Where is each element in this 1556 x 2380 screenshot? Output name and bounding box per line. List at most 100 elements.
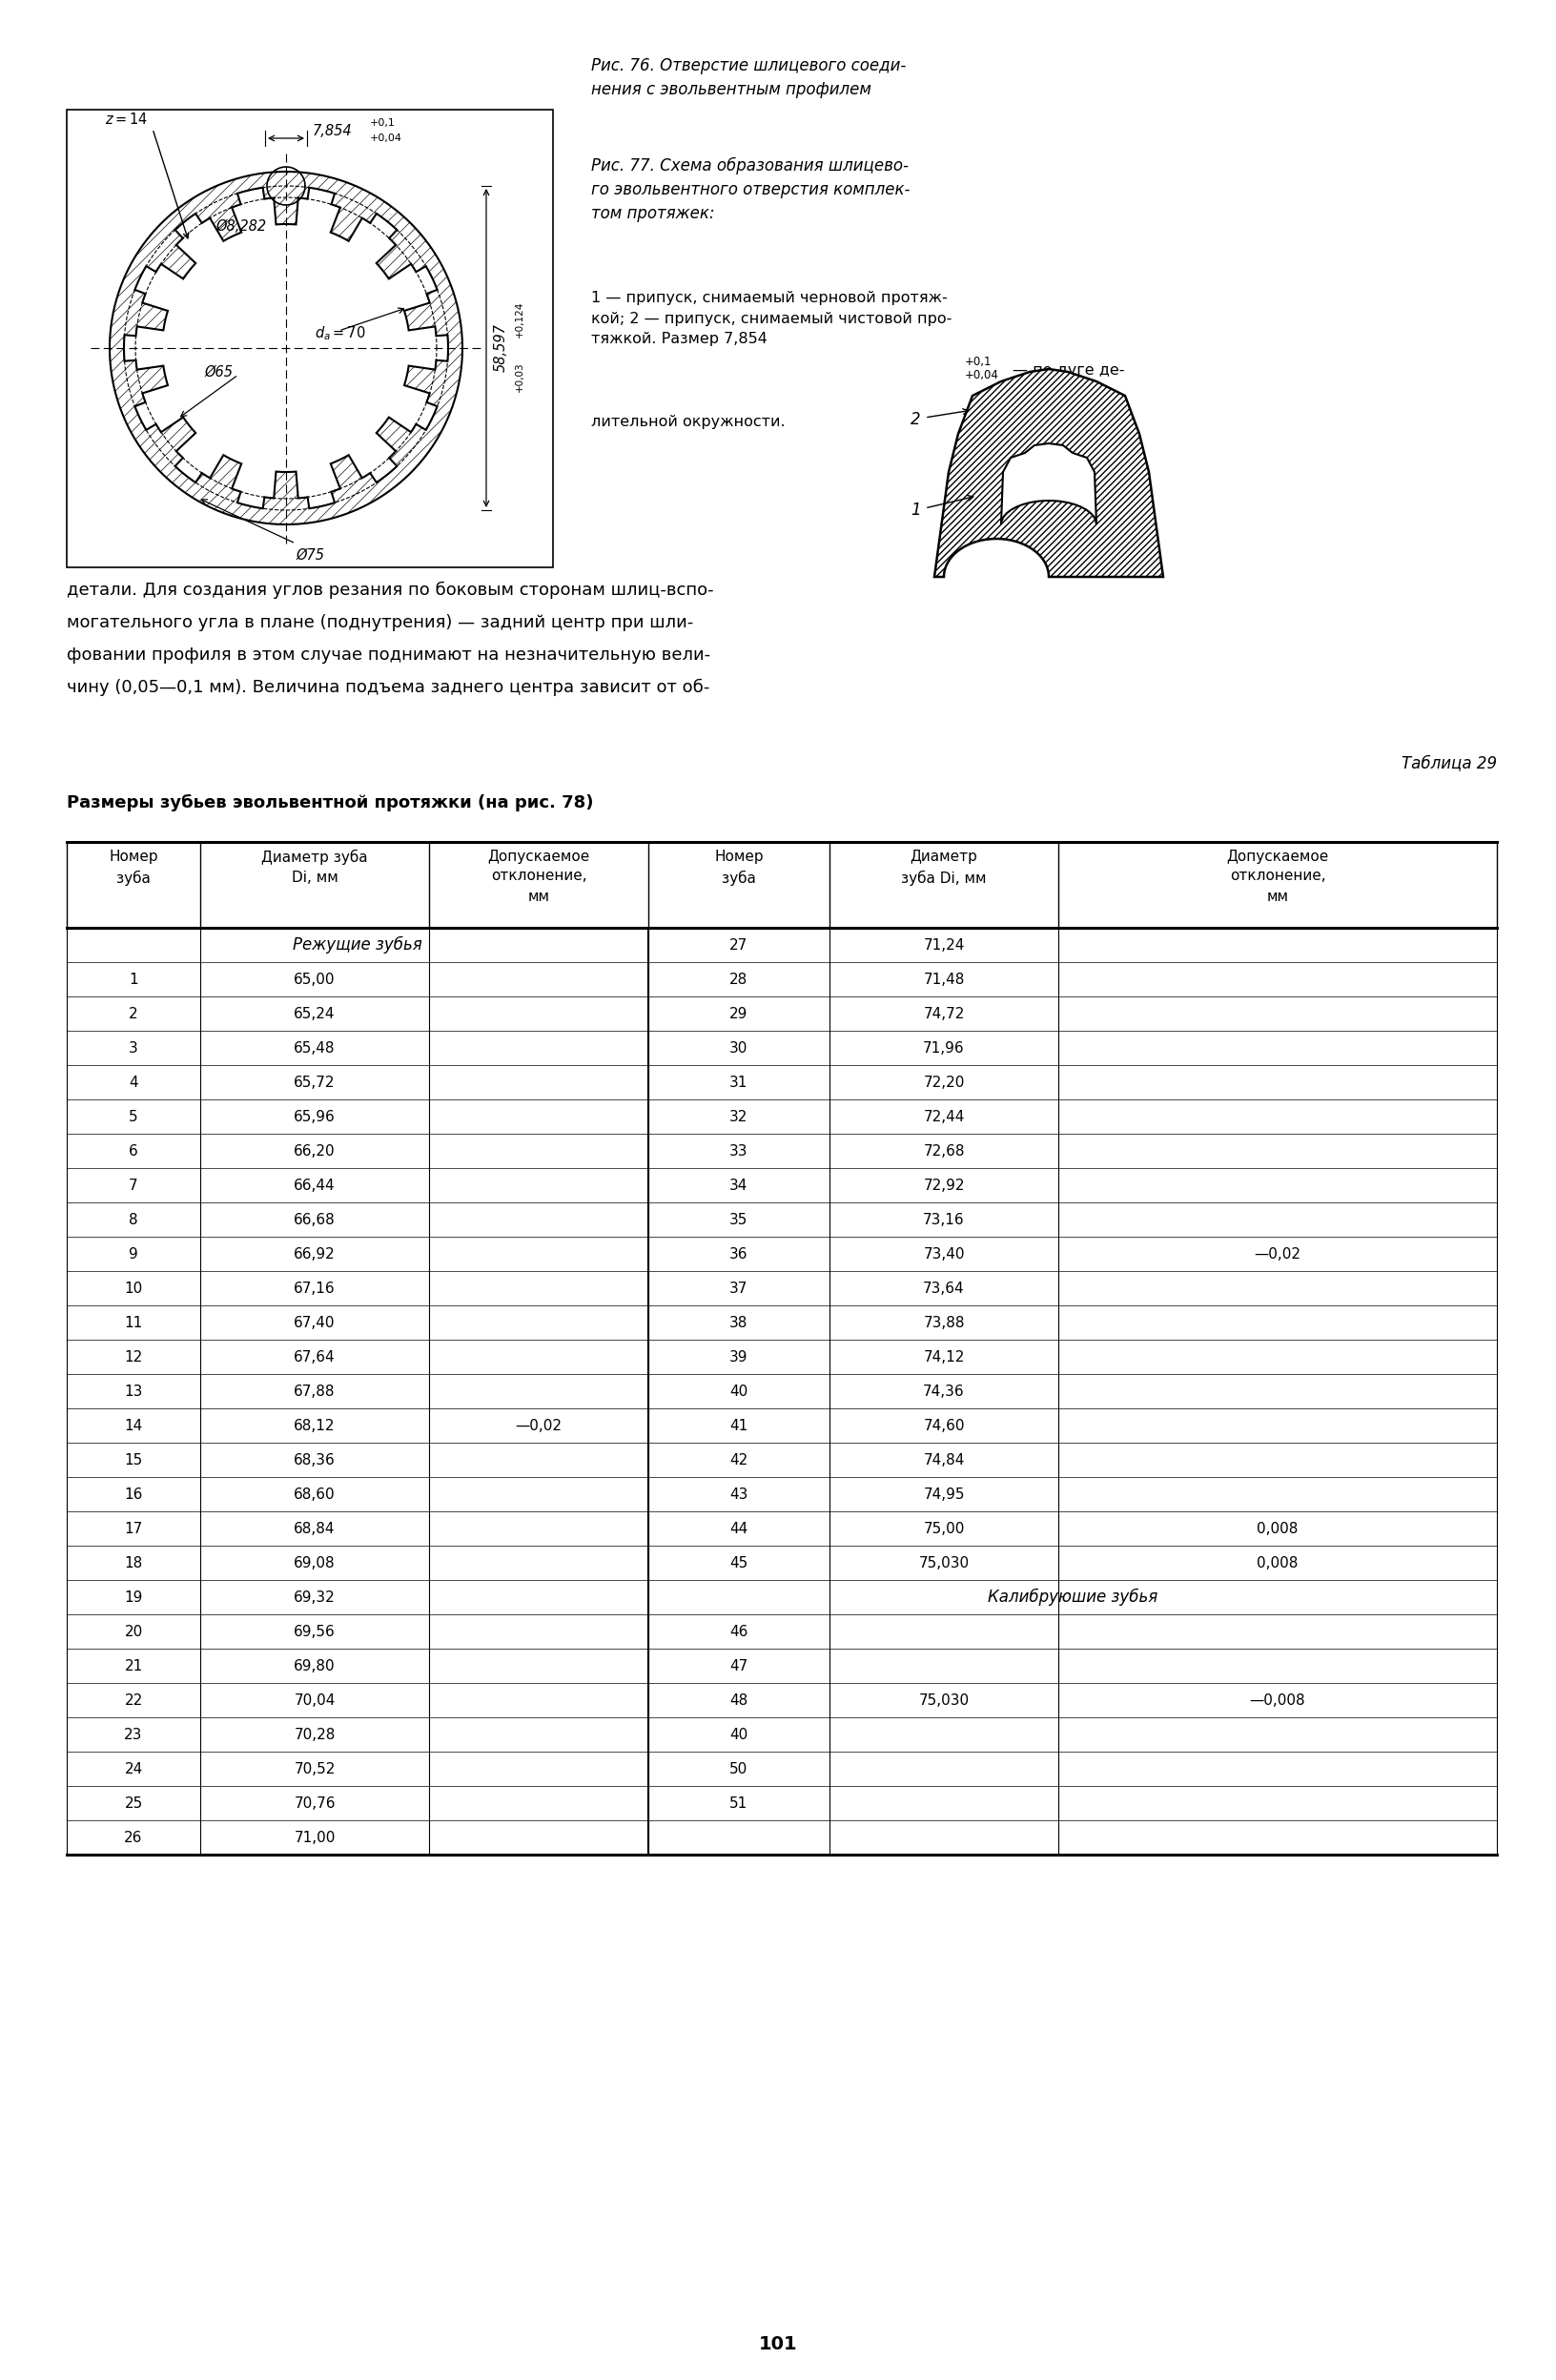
Text: могательного угла в плане (поднутрения) — задний центр при шли-: могательного угла в плане (поднутрения) … (67, 614, 694, 631)
Text: Калибруюшие зубья: Калибруюшие зубья (988, 1587, 1158, 1607)
Text: 75,030: 75,030 (918, 1692, 969, 1706)
Text: Ø75: Ø75 (296, 547, 324, 562)
Text: 65,96: 65,96 (294, 1109, 336, 1123)
Text: 38: 38 (730, 1316, 748, 1330)
Text: +0,1: +0,1 (370, 119, 395, 129)
Text: детали. Для создания углов резания по боковым сторонам шлиц-вспо-: детали. Для создания углов резания по бо… (67, 581, 714, 600)
Text: 74,72: 74,72 (923, 1007, 965, 1021)
Text: 66,92: 66,92 (294, 1247, 336, 1261)
Text: 70,04: 70,04 (294, 1692, 335, 1706)
Text: 68,60: 68,60 (294, 1488, 336, 1502)
Text: 9: 9 (129, 1247, 138, 1261)
Polygon shape (934, 369, 1164, 576)
Text: +0,03: +0,03 (515, 362, 524, 393)
Text: Диаметр зуба: Диаметр зуба (261, 850, 367, 864)
Text: 67,16: 67,16 (294, 1280, 336, 1295)
Text: 11: 11 (124, 1316, 143, 1330)
Text: 66,68: 66,68 (294, 1211, 336, 1226)
Text: 47: 47 (730, 1659, 748, 1673)
Text: 17: 17 (124, 1521, 143, 1535)
Bar (67, 109, 552, 566)
Text: 32: 32 (730, 1109, 748, 1123)
Text: 13: 13 (124, 1385, 143, 1399)
Text: 20: 20 (124, 1623, 143, 1640)
Text: Ø65: Ø65 (205, 364, 233, 378)
Text: 48: 48 (730, 1692, 748, 1706)
Text: +0,1: +0,1 (965, 355, 993, 367)
Text: 5: 5 (129, 1109, 138, 1123)
Text: 21: 21 (124, 1659, 143, 1673)
Text: 73,88: 73,88 (923, 1316, 965, 1330)
Text: 66,20: 66,20 (294, 1145, 336, 1159)
Text: 68,84: 68,84 (294, 1521, 336, 1535)
Text: 19: 19 (124, 1590, 143, 1604)
Text: —0,008: —0,008 (1249, 1692, 1305, 1706)
Text: 0,008: 0,008 (1257, 1557, 1298, 1571)
Text: 35: 35 (730, 1211, 748, 1226)
Text: Рис. 76. Отверстие шлицевого соеди-
нения с эвольвентным профилем: Рис. 76. Отверстие шлицевого соеди- нени… (591, 57, 906, 98)
Text: 44: 44 (730, 1521, 748, 1535)
Text: 70,76: 70,76 (294, 1797, 336, 1811)
Text: 72,44: 72,44 (923, 1109, 965, 1123)
Text: 66,44: 66,44 (294, 1178, 336, 1192)
Text: 40: 40 (730, 1385, 748, 1399)
Text: 74,60: 74,60 (923, 1418, 965, 1433)
Text: 67,64: 67,64 (294, 1349, 336, 1364)
Text: 7: 7 (129, 1178, 138, 1192)
Text: 65,72: 65,72 (294, 1076, 336, 1090)
Text: 41: 41 (730, 1418, 748, 1433)
Text: 3: 3 (129, 1040, 138, 1054)
Text: чину (0,05—0,1 мм). Величина подъема заднего центра зависит от об-: чину (0,05—0,1 мм). Величина подъема зад… (67, 678, 710, 697)
Text: 71,24: 71,24 (923, 938, 965, 952)
Text: 73,64: 73,64 (923, 1280, 965, 1295)
Text: 31: 31 (730, 1076, 748, 1090)
Text: 26: 26 (124, 1830, 143, 1845)
Text: отклонение,: отклонение, (1229, 869, 1326, 883)
Text: зуба Di, мм: зуба Di, мм (901, 871, 987, 885)
Text: 1: 1 (910, 502, 921, 519)
Text: 72,20: 72,20 (923, 1076, 965, 1090)
Text: 74,95: 74,95 (923, 1488, 965, 1502)
Text: +0,04: +0,04 (965, 369, 999, 381)
Text: 69,80: 69,80 (294, 1659, 336, 1673)
Text: Ø8,282: Ø8,282 (216, 219, 268, 233)
Text: 1 — припуск, снимаемый черновой протяж-
кой; 2 — припуск, снимаемый чистовой про: 1 — припуск, снимаемый черновой протяж- … (591, 290, 952, 347)
Text: 37: 37 (730, 1280, 748, 1295)
Text: 101: 101 (759, 2335, 797, 2354)
Text: 27: 27 (730, 938, 748, 952)
Text: 14: 14 (124, 1418, 143, 1433)
Text: 75,030: 75,030 (918, 1557, 969, 1571)
Text: 6: 6 (129, 1145, 138, 1159)
Text: 28: 28 (730, 971, 748, 985)
Text: 46: 46 (730, 1623, 748, 1640)
Text: 65,24: 65,24 (294, 1007, 336, 1021)
Text: 65,48: 65,48 (294, 1040, 336, 1054)
Text: 10: 10 (124, 1280, 143, 1295)
Text: —0,02: —0,02 (1254, 1247, 1301, 1261)
Text: 74,12: 74,12 (923, 1349, 965, 1364)
Text: 74,84: 74,84 (923, 1452, 965, 1466)
Text: Допускаемое: Допускаемое (1226, 850, 1329, 864)
Text: зуба: зуба (117, 871, 151, 885)
Text: 22: 22 (124, 1692, 143, 1706)
Text: 0,008: 0,008 (1257, 1521, 1298, 1535)
Text: 65,00: 65,00 (294, 971, 336, 985)
Text: Размеры зубьев эвольвентной протяжки (на рис. 78): Размеры зубьев эвольвентной протяжки (на… (67, 795, 593, 812)
Text: отклонение,: отклонение, (490, 869, 587, 883)
Text: 67,88: 67,88 (294, 1385, 336, 1399)
Text: 15: 15 (124, 1452, 143, 1466)
Text: Диаметр: Диаметр (910, 850, 977, 864)
Text: 24: 24 (124, 1761, 143, 1775)
Text: 71,00: 71,00 (294, 1830, 335, 1845)
Text: 71,96: 71,96 (923, 1040, 965, 1054)
Polygon shape (124, 188, 448, 509)
Text: 4: 4 (129, 1076, 138, 1090)
Text: 51: 51 (730, 1797, 748, 1811)
Text: 72,92: 72,92 (923, 1178, 965, 1192)
Text: 40: 40 (730, 1728, 748, 1742)
Text: 69,56: 69,56 (294, 1623, 336, 1640)
Text: Таблица 29: Таблица 29 (1402, 754, 1497, 771)
Text: 33: 33 (730, 1145, 748, 1159)
Text: 68,12: 68,12 (294, 1418, 336, 1433)
Text: Di, мм: Di, мм (291, 871, 338, 885)
